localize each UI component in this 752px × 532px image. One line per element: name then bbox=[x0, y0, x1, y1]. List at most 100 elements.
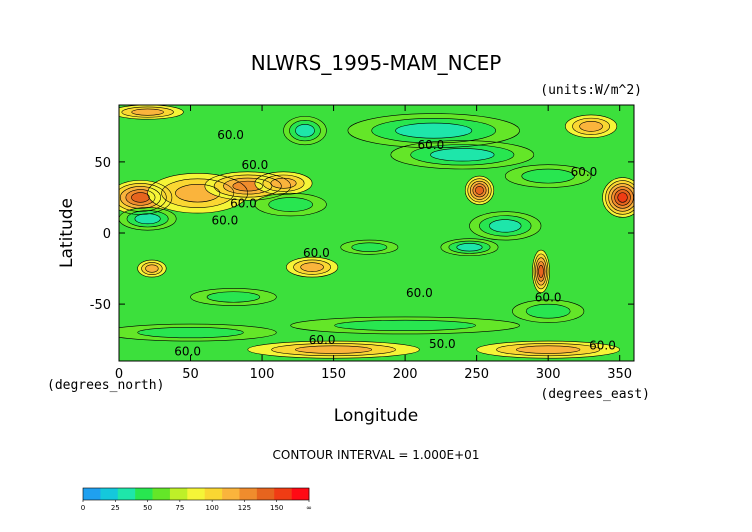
contour-line bbox=[521, 168, 575, 184]
contour-line bbox=[395, 122, 473, 139]
contour-line bbox=[270, 177, 297, 189]
contour-label: 60.0 bbox=[303, 246, 330, 260]
contour-line bbox=[290, 316, 520, 335]
field-region bbox=[268, 197, 313, 212]
field-region bbox=[395, 123, 472, 139]
contour-line bbox=[448, 240, 491, 254]
x-tick-label: 0 bbox=[115, 367, 123, 382]
contour-line bbox=[206, 291, 261, 303]
contour-line bbox=[254, 192, 327, 217]
contour-label: 50.0 bbox=[429, 337, 456, 351]
contour-line bbox=[475, 185, 484, 195]
legend-swatch bbox=[117, 488, 136, 500]
contour-label: 60.0 bbox=[242, 158, 269, 172]
contour-line bbox=[131, 192, 150, 203]
field-region bbox=[579, 121, 603, 132]
legend-swatch bbox=[169, 488, 188, 500]
contour-line bbox=[504, 164, 592, 188]
x-tick-label: 150 bbox=[321, 367, 346, 382]
contour-line bbox=[119, 207, 177, 231]
contour-line bbox=[532, 249, 550, 294]
contour-label: 60.0 bbox=[571, 165, 598, 179]
contour-line bbox=[119, 183, 167, 212]
field-region bbox=[295, 345, 372, 354]
contour-line bbox=[126, 210, 169, 228]
legend-swatch bbox=[274, 488, 292, 500]
contour-line bbox=[119, 105, 184, 120]
contour-line bbox=[213, 174, 282, 198]
contour-line bbox=[283, 116, 327, 146]
x-tick-label: 300 bbox=[536, 367, 561, 382]
contour-line bbox=[489, 219, 522, 233]
legend-level-label: 50 bbox=[143, 504, 152, 512]
contour-line bbox=[262, 174, 305, 192]
x-tick-label: 250 bbox=[464, 367, 489, 382]
contour-line bbox=[161, 178, 235, 208]
contour-line bbox=[131, 108, 164, 116]
contour-line bbox=[340, 239, 399, 255]
x-tick-label: 100 bbox=[250, 367, 275, 382]
contour-line bbox=[134, 213, 161, 225]
contour-label: 60.0 bbox=[418, 138, 445, 152]
contour-line bbox=[119, 323, 277, 342]
contour-line bbox=[147, 172, 249, 214]
units-label: (units:W/m^2) bbox=[540, 83, 642, 98]
contour-line bbox=[145, 264, 159, 273]
field-region bbox=[617, 192, 628, 203]
contour-line bbox=[440, 238, 499, 257]
contour-line bbox=[175, 184, 221, 203]
x-tick-label: 350 bbox=[607, 367, 632, 382]
contour-line bbox=[565, 114, 618, 139]
y-axis-label: Latitude bbox=[57, 198, 77, 268]
contour-line bbox=[608, 183, 634, 212]
contour-line bbox=[137, 259, 167, 278]
y-tick-label: 0 bbox=[103, 227, 111, 242]
legend-level-label: 100 bbox=[205, 504, 218, 512]
contour-line bbox=[223, 177, 273, 195]
x-axis-label: Longitude bbox=[334, 406, 419, 426]
field-region bbox=[521, 169, 575, 184]
y-axis-ticks: -50 0 50 bbox=[90, 156, 634, 313]
contour-line bbox=[254, 171, 313, 195]
contour-line bbox=[533, 253, 549, 290]
contour-line bbox=[119, 186, 161, 209]
color-legend: 0 25 50 75 100 125 150 ∞ bbox=[81, 487, 312, 512]
contour-line bbox=[516, 345, 581, 354]
contour-label: 60.0 bbox=[217, 128, 244, 142]
contour-line bbox=[293, 259, 332, 275]
legend-level-label: 75 bbox=[175, 504, 184, 512]
contour-line bbox=[614, 189, 631, 206]
contour-line bbox=[535, 257, 547, 286]
contour-line bbox=[295, 345, 373, 354]
contour-line bbox=[430, 148, 495, 162]
contour-label: 60.0 bbox=[212, 213, 239, 227]
contour-line bbox=[289, 120, 321, 142]
contour-line bbox=[268, 197, 313, 212]
x-axis-ticks: 0 50 100 150 200 250 300 350 bbox=[115, 105, 632, 382]
contour-line bbox=[190, 288, 277, 306]
contour-line bbox=[300, 262, 324, 272]
contour-line bbox=[141, 262, 163, 276]
legend-swatch bbox=[152, 488, 171, 500]
legend-swatch bbox=[291, 488, 310, 500]
field-region bbox=[131, 108, 164, 116]
contour-line bbox=[470, 180, 489, 200]
contour-line bbox=[410, 144, 515, 166]
contour-interval-label: CONTOUR INTERVAL = 1.000E+01 bbox=[273, 448, 480, 462]
contour-line bbox=[125, 189, 156, 206]
legend-swatch bbox=[187, 488, 205, 500]
field-region bbox=[295, 124, 315, 137]
contour-line bbox=[390, 140, 535, 170]
contour-label: 60.0 bbox=[589, 339, 616, 353]
x-tick-label: 200 bbox=[393, 367, 418, 382]
legend-level-label: ∞ bbox=[306, 504, 312, 512]
legend-swatch bbox=[239, 488, 258, 500]
contour-line bbox=[538, 265, 544, 278]
field-region bbox=[526, 304, 571, 319]
field-region bbox=[456, 243, 483, 252]
contour-line bbox=[351, 242, 388, 252]
contour-line bbox=[137, 327, 244, 339]
contour-label: 60.0 bbox=[230, 196, 257, 210]
contour-line bbox=[611, 186, 634, 209]
contour-line bbox=[617, 192, 628, 203]
